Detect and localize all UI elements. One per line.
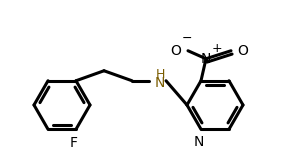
Text: −: − [182, 32, 192, 45]
Text: O: O [170, 44, 181, 58]
Text: N: N [194, 135, 204, 149]
Text: N: N [155, 76, 165, 90]
Text: +: + [212, 42, 222, 55]
Text: F: F [70, 136, 78, 150]
Text: O: O [238, 44, 249, 58]
Text: H: H [155, 68, 165, 81]
Text: N: N [201, 52, 211, 66]
